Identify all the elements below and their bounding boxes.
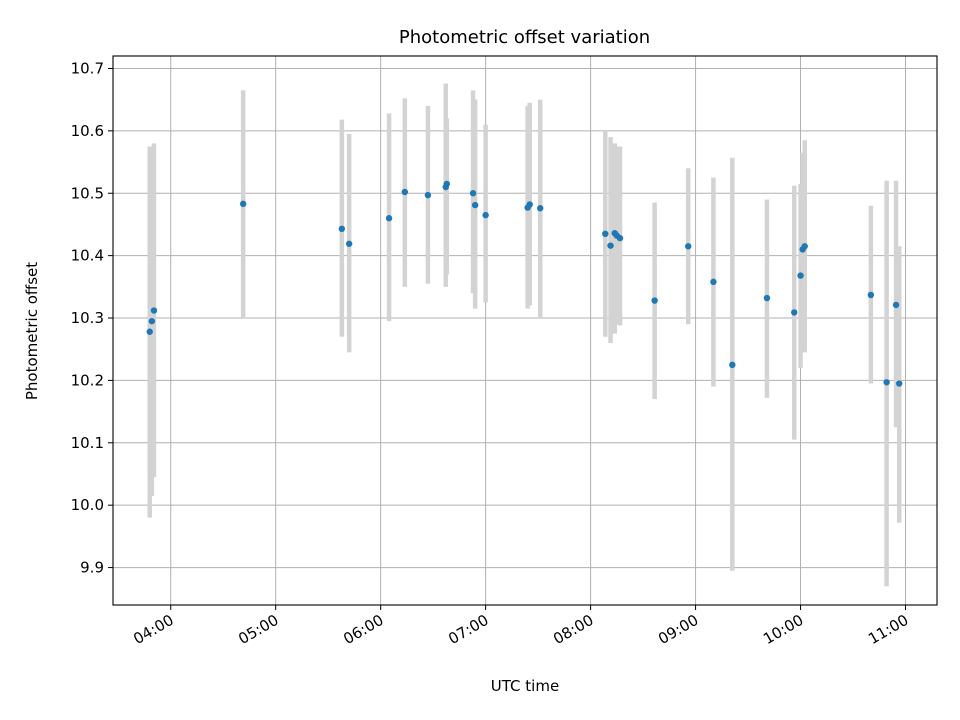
grid-lines	[113, 56, 937, 605]
data-point	[537, 205, 544, 212]
data-point	[892, 301, 900, 309]
data-point	[651, 297, 658, 304]
data-point	[469, 190, 477, 197]
data-point	[616, 234, 624, 242]
data-point	[146, 328, 153, 335]
data-point	[791, 309, 798, 316]
data-point	[148, 317, 156, 325]
data-point	[526, 201, 533, 208]
data-point	[150, 307, 158, 314]
data-point	[883, 379, 890, 386]
data-point	[482, 211, 489, 219]
y-tick-label: 10.6	[71, 122, 104, 140]
data-point	[710, 278, 717, 286]
y-tick-label: 10.4	[71, 247, 104, 265]
data-points	[146, 180, 903, 387]
y-tick-label: 10.0	[71, 496, 104, 514]
plot-background	[113, 56, 937, 605]
data-point	[401, 188, 409, 196]
y-tick-label: 9.9	[80, 559, 104, 577]
data-point	[607, 242, 614, 249]
data-point	[345, 240, 353, 247]
data-point	[471, 201, 479, 209]
y-axis-ticks: 9.9 10.0 10.1 10.2 10.3 10.4 10.5 10.6 10.7	[71, 59, 113, 577]
data-point	[424, 191, 432, 199]
data-point	[239, 200, 247, 208]
x-axis-title: UTC time	[491, 677, 559, 695]
y-tick-label: 10.7	[71, 59, 104, 77]
data-point	[338, 225, 346, 233]
data-point	[443, 180, 450, 188]
data-point	[801, 243, 808, 250]
data-point	[685, 243, 692, 250]
data-point	[602, 230, 609, 238]
data-point	[867, 291, 875, 299]
plot-frame	[112, 55, 938, 606]
data-point	[729, 361, 736, 369]
data-point	[797, 272, 804, 279]
plot-area	[112, 55, 938, 606]
y-tick-label: 10.1	[71, 434, 104, 452]
y-tick-label: 10.3	[71, 309, 104, 327]
data-point	[385, 215, 393, 222]
chart-title: Photometric offset variation	[399, 27, 650, 48]
y-axis-title: Photometric offset	[23, 262, 41, 400]
data-point	[763, 294, 771, 302]
y-tick-label: 10.2	[71, 371, 104, 389]
data-point	[896, 380, 903, 387]
y-tick-label: 10.5	[71, 184, 104, 202]
